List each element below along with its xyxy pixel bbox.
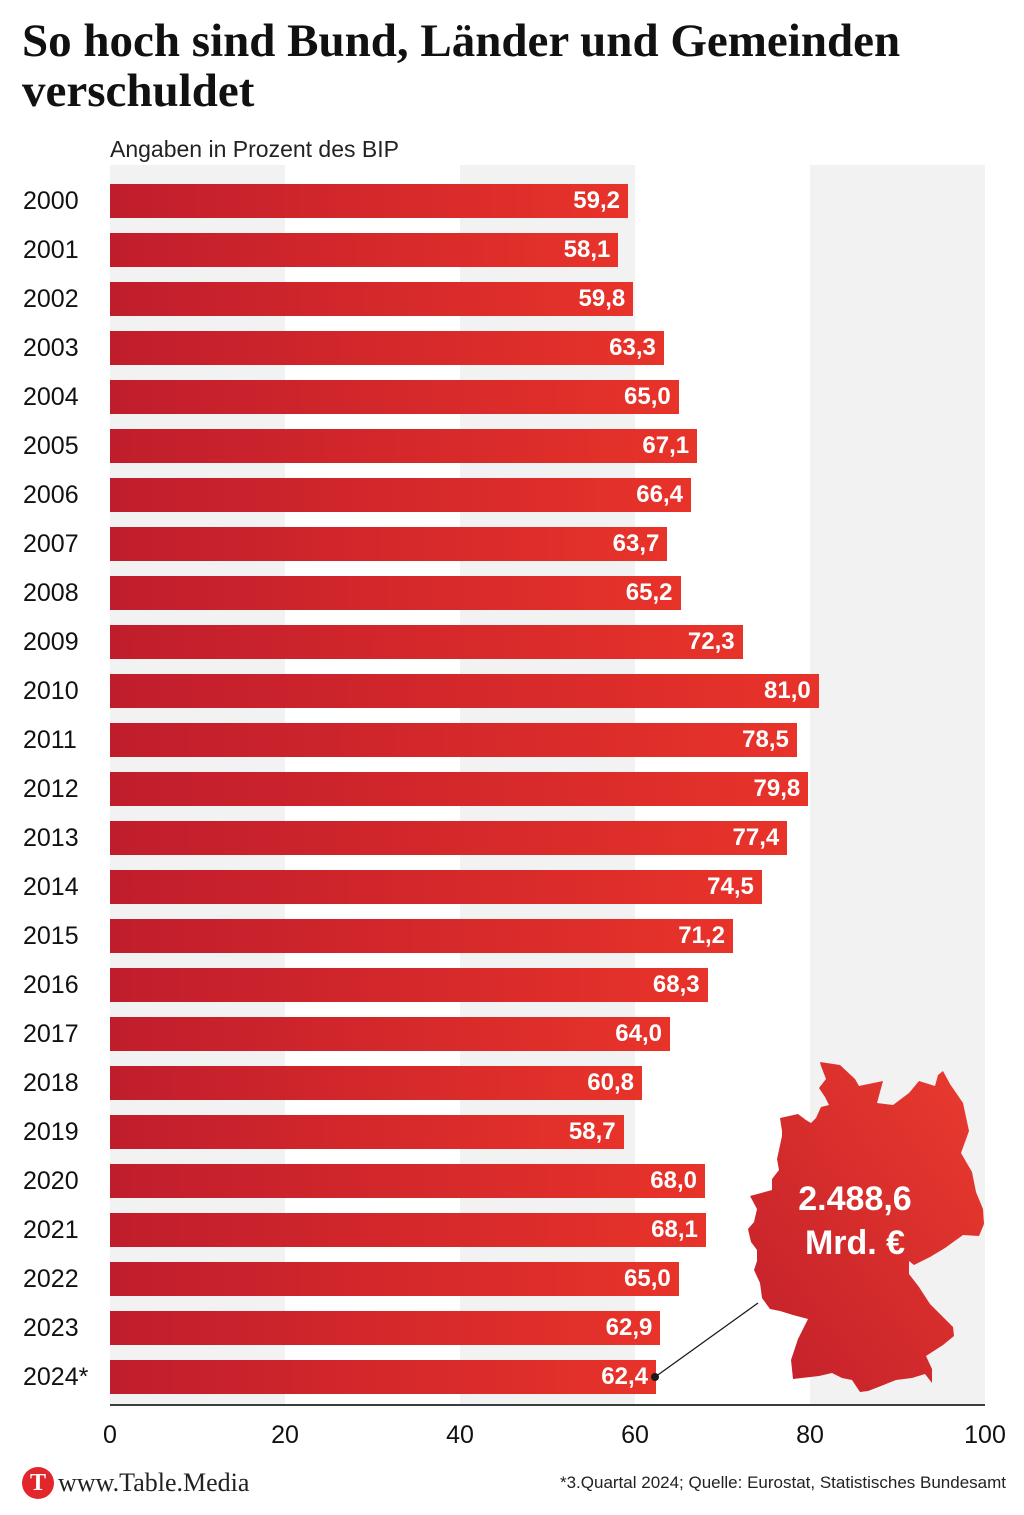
bar: 59,8 [110, 282, 634, 316]
bar: 60,8 [110, 1066, 642, 1100]
x-tick-label: 20 [271, 1421, 299, 1449]
germany-map-icon [748, 1062, 984, 1392]
bar: 77,4 [110, 821, 788, 855]
bar: 65,0 [110, 1262, 679, 1296]
bar-value-label: 79,8 [753, 775, 801, 802]
germany-outline [748, 1062, 984, 1392]
category-label: 2002 [23, 285, 79, 313]
bar: 67,1 [110, 429, 698, 463]
chart-subtitle: Angaben in Prozent des BIP [110, 136, 399, 162]
category-label: 2006 [23, 481, 79, 509]
bar-value-label: 65,0 [624, 1265, 671, 1292]
bar-value-label: 64,0 [615, 1020, 662, 1047]
category-label: 2015 [23, 922, 79, 950]
bar: 63,7 [110, 527, 668, 561]
bar-value-label: 65,0 [624, 383, 671, 410]
category-label: 2018 [23, 1069, 79, 1097]
bar: 66,4 [110, 478, 691, 512]
bar-value-label: 74,5 [707, 873, 754, 900]
category-label: 2024* [23, 1363, 89, 1391]
category-label: 2001 [23, 236, 79, 264]
bar: 68,1 [110, 1213, 706, 1247]
bar-value-label: 72,3 [687, 628, 735, 655]
bar: 65,0 [110, 380, 679, 414]
bar: 59,2 [110, 184, 628, 218]
bar-value-label: 58,1 [563, 236, 611, 263]
bar-value-label: 62,9 [605, 1314, 653, 1341]
category-label: 2010 [23, 677, 79, 705]
x-tick-label: 40 [446, 1421, 474, 1449]
bar-value-label: 60,8 [587, 1069, 634, 1096]
bar: 58,7 [110, 1115, 624, 1149]
chart-title: So hoch sind Bund, Länder und Gemeinden … [22, 15, 901, 117]
category-label: 2023 [23, 1314, 79, 1342]
category-label: 2009 [23, 628, 79, 656]
x-tick-label: 60 [621, 1421, 649, 1449]
debt-total-unit: Mrd. € [804, 1224, 906, 1262]
category-label: 2003 [23, 334, 79, 362]
bar: 74,5 [110, 870, 762, 904]
bar: 58,1 [110, 233, 619, 267]
bar-value-label: 62,4 [601, 1363, 648, 1390]
category-label: 2011 [23, 726, 77, 754]
bar-value-label: 68,0 [650, 1167, 697, 1194]
category-label: 2022 [23, 1265, 79, 1293]
source-footnote: *3.Quartal 2024; Quelle: Eurostat, Stati… [559, 1473, 1006, 1492]
bar-value-label: 67,1 [642, 432, 690, 459]
bar-value-label: 59,8 [578, 285, 626, 312]
logo-letter: T [29, 1470, 46, 1496]
bar-value-label: 78,5 [742, 726, 789, 753]
x-tick-label: 0 [103, 1421, 117, 1449]
bar-value-label: 77,4 [732, 824, 780, 851]
bar-value-label: 68,1 [651, 1216, 698, 1243]
bar: 81,0 [110, 674, 819, 708]
category-label: 2019 [23, 1118, 79, 1146]
bar-value-label: 63,7 [612, 530, 660, 557]
bar-value-label: 59,2 [573, 187, 620, 214]
brand-url: www.Table.Media [58, 1468, 250, 1497]
category-label: 2007 [23, 530, 79, 558]
bar-value-label: 68,3 [652, 971, 700, 998]
bar: 79,8 [110, 772, 809, 806]
bar: 68,3 [110, 968, 708, 1002]
bar-value-label: 66,4 [636, 481, 683, 508]
x-axis-line [110, 1404, 985, 1406]
bar: 62,9 [110, 1311, 661, 1345]
category-label: 2008 [23, 579, 79, 607]
x-tick-label: 100 [964, 1421, 1006, 1449]
bar: 71,2 [110, 919, 733, 953]
category-label: 2017 [23, 1020, 79, 1048]
bar-value-label: 71,2 [678, 922, 725, 949]
category-label: 2020 [23, 1167, 79, 1195]
bar-value-label: 58,7 [568, 1118, 616, 1145]
bar-value-label: 63,3 [609, 334, 656, 361]
bar-value-label: 81,0 [764, 677, 811, 704]
category-label: 2004 [23, 383, 79, 411]
x-tick-label: 80 [796, 1421, 824, 1449]
bar: 78,5 [110, 723, 797, 757]
category-label: 2012 [23, 775, 79, 803]
bar: 72,3 [110, 625, 743, 659]
category-label: 2005 [23, 432, 79, 460]
bar-value-label: 65,2 [625, 579, 673, 606]
table-media-logo-icon: T [22, 1467, 54, 1499]
bar: 64,0 [110, 1017, 670, 1051]
debt-total-value: 2.488,6 [798, 1180, 912, 1218]
category-label: 2016 [23, 971, 79, 999]
bar: 62,4 [110, 1360, 656, 1394]
category-label: 2013 [23, 824, 79, 852]
bar: 63,3 [110, 331, 664, 365]
category-label: 2021 [23, 1216, 79, 1244]
bar: 68,0 [110, 1164, 705, 1198]
category-label: 2000 [23, 187, 79, 215]
category-label: 2014 [23, 873, 79, 901]
bar: 65,2 [110, 576, 681, 610]
